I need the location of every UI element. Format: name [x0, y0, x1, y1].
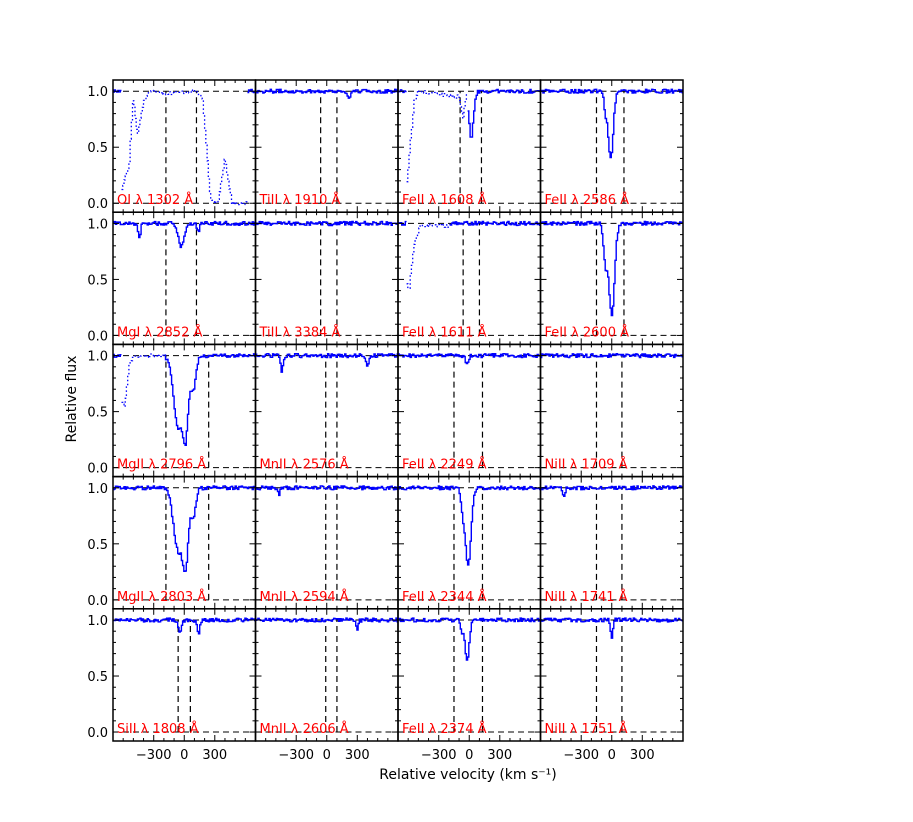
panel-label: SiII λ 1808 Å [117, 721, 199, 737]
spectrum-line [255, 88, 398, 99]
panel: NiII λ 1741 Å [539, 475, 684, 610]
panel: FeII λ 1611 Å [397, 211, 542, 346]
panel: FeII λ 1608 Å [397, 79, 542, 213]
x-tick-label: 0 [323, 748, 331, 763]
spectrum-line [398, 485, 541, 566]
x-tick-label: 300 [487, 748, 512, 763]
panel-label: MnII λ 2594 Å [260, 589, 349, 605]
panel: NiII λ 1751 Å [539, 608, 684, 742]
panel-label: FeII λ 2600 Å [545, 324, 630, 340]
panel-label: MnII λ 2576 Å [260, 457, 349, 473]
panel: OI λ 1302 Å [112, 79, 257, 213]
panel-label: MgII λ 2803 Å [117, 589, 206, 605]
spectrum-line [113, 617, 256, 635]
panel: FeII λ 2249 Å [397, 343, 542, 478]
y-tick-label: 1.0 [87, 217, 108, 232]
spectrum-line [255, 617, 398, 631]
panel-label: FeII λ 2344 Å [402, 589, 487, 605]
x-tick-label: 0 [608, 748, 616, 763]
spectrum-line [540, 88, 683, 159]
panel: TiII λ 1910 Å [254, 79, 399, 213]
x-tick-label: −300 [421, 748, 457, 763]
x-tick-label: 0 [465, 748, 473, 763]
panel-label: NiII λ 1709 Å [545, 457, 628, 473]
x-axis-label: Relative velocity (km s⁻¹) [379, 767, 557, 783]
y-tick-label: 0.5 [87, 406, 108, 421]
x-tick-label: −300 [136, 748, 172, 763]
spectrum-line [398, 88, 541, 138]
spectrum-line [540, 220, 683, 317]
x-tick-label: 0 [180, 748, 188, 763]
x-tick-label: −300 [278, 748, 314, 763]
spectrum-line [398, 617, 541, 661]
panel-label: NiII λ 1751 Å [545, 721, 628, 737]
x-tick-label: 300 [630, 748, 655, 763]
y-tick-label: 0.5 [87, 141, 108, 156]
panel: MnII λ 2576 Å [254, 343, 399, 478]
spectrum-line [255, 485, 398, 497]
blended-spectrum-line [406, 89, 468, 183]
y-tick-labels: 0.0 0.5 1.0 0.0 0.5 1.0 0.0 0.5 1.0 0.0 0.5 1.0 0.0 0… [87, 85, 108, 741]
panel: TiII λ 3384 Å [254, 211, 399, 346]
x-tick-label: −300 [563, 748, 599, 763]
y-tick-label: 0.0 [87, 462, 108, 477]
panel: MnII λ 2594 Å [254, 475, 399, 610]
spectrum-line [255, 353, 398, 373]
panel-label: MnII λ 2606 Å [260, 721, 349, 737]
y-tick-label: 0.0 [87, 329, 108, 344]
panel: SiII λ 1808 Å [112, 608, 257, 742]
y-tick-label: 0.5 [87, 273, 108, 288]
x-tick-label: 300 [345, 748, 370, 763]
panel: NiII λ 1709 Å [539, 343, 684, 478]
panel-label: FeII λ 1608 Å [402, 192, 487, 208]
panel: FeII λ 2344 Å [397, 475, 542, 610]
panel-label: MgII λ 2796 Å [117, 457, 206, 473]
spectrum-line [540, 485, 683, 497]
y-tick-label: 0.5 [87, 538, 108, 553]
y-tick-label: 0.0 [87, 197, 108, 212]
spectrum-line [113, 88, 256, 94]
spectrum-line [113, 485, 256, 572]
y-axis-label: Relative flux [64, 356, 80, 443]
panel-label: TiII λ 3384 Å [259, 324, 341, 340]
y-tick-label: 0.0 [87, 726, 108, 741]
panel-label: FeII λ 2586 Å [545, 192, 630, 208]
panel-label: FeII λ 1611 Å [402, 324, 487, 340]
blended-spectrum-line [406, 223, 450, 290]
panel-label: TiII λ 1910 Å [259, 192, 341, 208]
y-tick-label: 0.5 [87, 670, 108, 685]
panel: FeII λ 2600 Å [539, 211, 684, 346]
panel-label: FeII λ 2249 Å [402, 457, 487, 473]
panel: FeII λ 2374 Å [397, 608, 542, 742]
panel: MnII λ 2606 Å [254, 608, 399, 742]
y-tick-label: 1.0 [87, 350, 108, 365]
panel: MgI λ 2852 Å [112, 211, 257, 346]
blended-spectrum-line [121, 353, 165, 408]
y-tick-label: 0.0 [87, 594, 108, 609]
x-tick-label: 300 [202, 748, 227, 763]
panel-label: NiII λ 1741 Å [545, 589, 628, 605]
panel-grid: OI λ 1302 Å TiII λ 1910 Å FeII λ 1608 Å FeI… [112, 79, 684, 742]
spectrum-line [540, 353, 683, 359]
panel: MgII λ 2796 Å [112, 343, 257, 478]
panel: FeII λ 2586 Å [539, 79, 684, 213]
spectrum-line [113, 353, 256, 446]
blended-spectrum-line [121, 89, 248, 206]
panel-label: MgI λ 2852 Å [117, 324, 202, 340]
panel: MgII λ 2803 Å [112, 475, 257, 610]
panel-label: OI λ 1302 Å [117, 192, 193, 208]
y-tick-label: 1.0 [87, 482, 108, 497]
x-tick-labels: −300 0 300 −300 0 300 −300 0 300 −300 0 300 [136, 748, 655, 763]
panel-label: FeII λ 2374 Å [402, 721, 487, 737]
spectrum-line [255, 220, 398, 227]
spectrum-line [540, 617, 683, 639]
spectrum-line [113, 220, 256, 249]
spectrum-line [398, 353, 541, 365]
y-tick-label: 1.0 [87, 85, 108, 100]
y-tick-label: 1.0 [87, 614, 108, 629]
